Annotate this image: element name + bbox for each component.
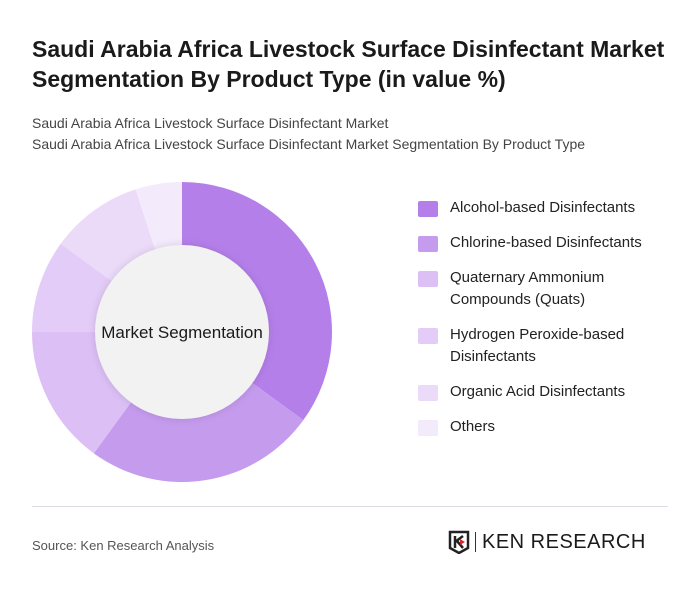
chart-title: Saudi Arabia Africa Livestock Surface Di… (32, 36, 665, 92)
legend-swatch (418, 201, 438, 217)
legend-label: Alcohol-based Disinfectants (450, 199, 636, 216)
legend-item: Chlorine-based Disinfectants (418, 234, 688, 254)
ken-logo-icon (448, 530, 470, 554)
donut-chart: Market Segmentation (32, 182, 332, 482)
legend-label: Others (450, 418, 496, 435)
legend-swatch (418, 420, 438, 436)
center-label: Market Segmentation (101, 323, 263, 342)
legend-swatch (418, 385, 438, 401)
legend-swatch (418, 236, 438, 252)
subtitle-2: Saudi Arabia Africa Livestock Surface Di… (32, 136, 586, 152)
legend-swatch (418, 271, 438, 287)
legend: Alcohol-based Disinfectants Chlorine-base… (418, 199, 688, 454)
legend-label: Quaternary Ammonium Compounds (Quats) (450, 269, 605, 308)
legend-label: Organic Acid Disinfectants (450, 383, 626, 400)
legend-item: Hydrogen Peroxide-based Disinfectants (418, 326, 688, 368)
legend-swatch (418, 328, 438, 344)
legend-item: Organic Acid Disinfectants (418, 383, 688, 403)
donut-center (95, 245, 269, 419)
legend-item: Alcohol-based Disinfectants (418, 199, 688, 219)
legend-item: Quaternary Ammonium Compounds (Quats) (418, 269, 688, 311)
logo-text: KEN RESEARCH (482, 530, 646, 553)
divider (32, 506, 668, 507)
legend-item: Others (418, 418, 688, 438)
legend-label: Hydrogen Peroxide-based Disinfectants (450, 326, 625, 365)
source-note: Source: Ken Research Analysis (32, 538, 215, 553)
subtitle-1: Saudi Arabia Africa Livestock Surface Di… (32, 115, 389, 131)
legend-label: Chlorine-based Disinfectants (450, 234, 642, 251)
ken-research-logo: KEN RESEARCH (448, 530, 646, 554)
